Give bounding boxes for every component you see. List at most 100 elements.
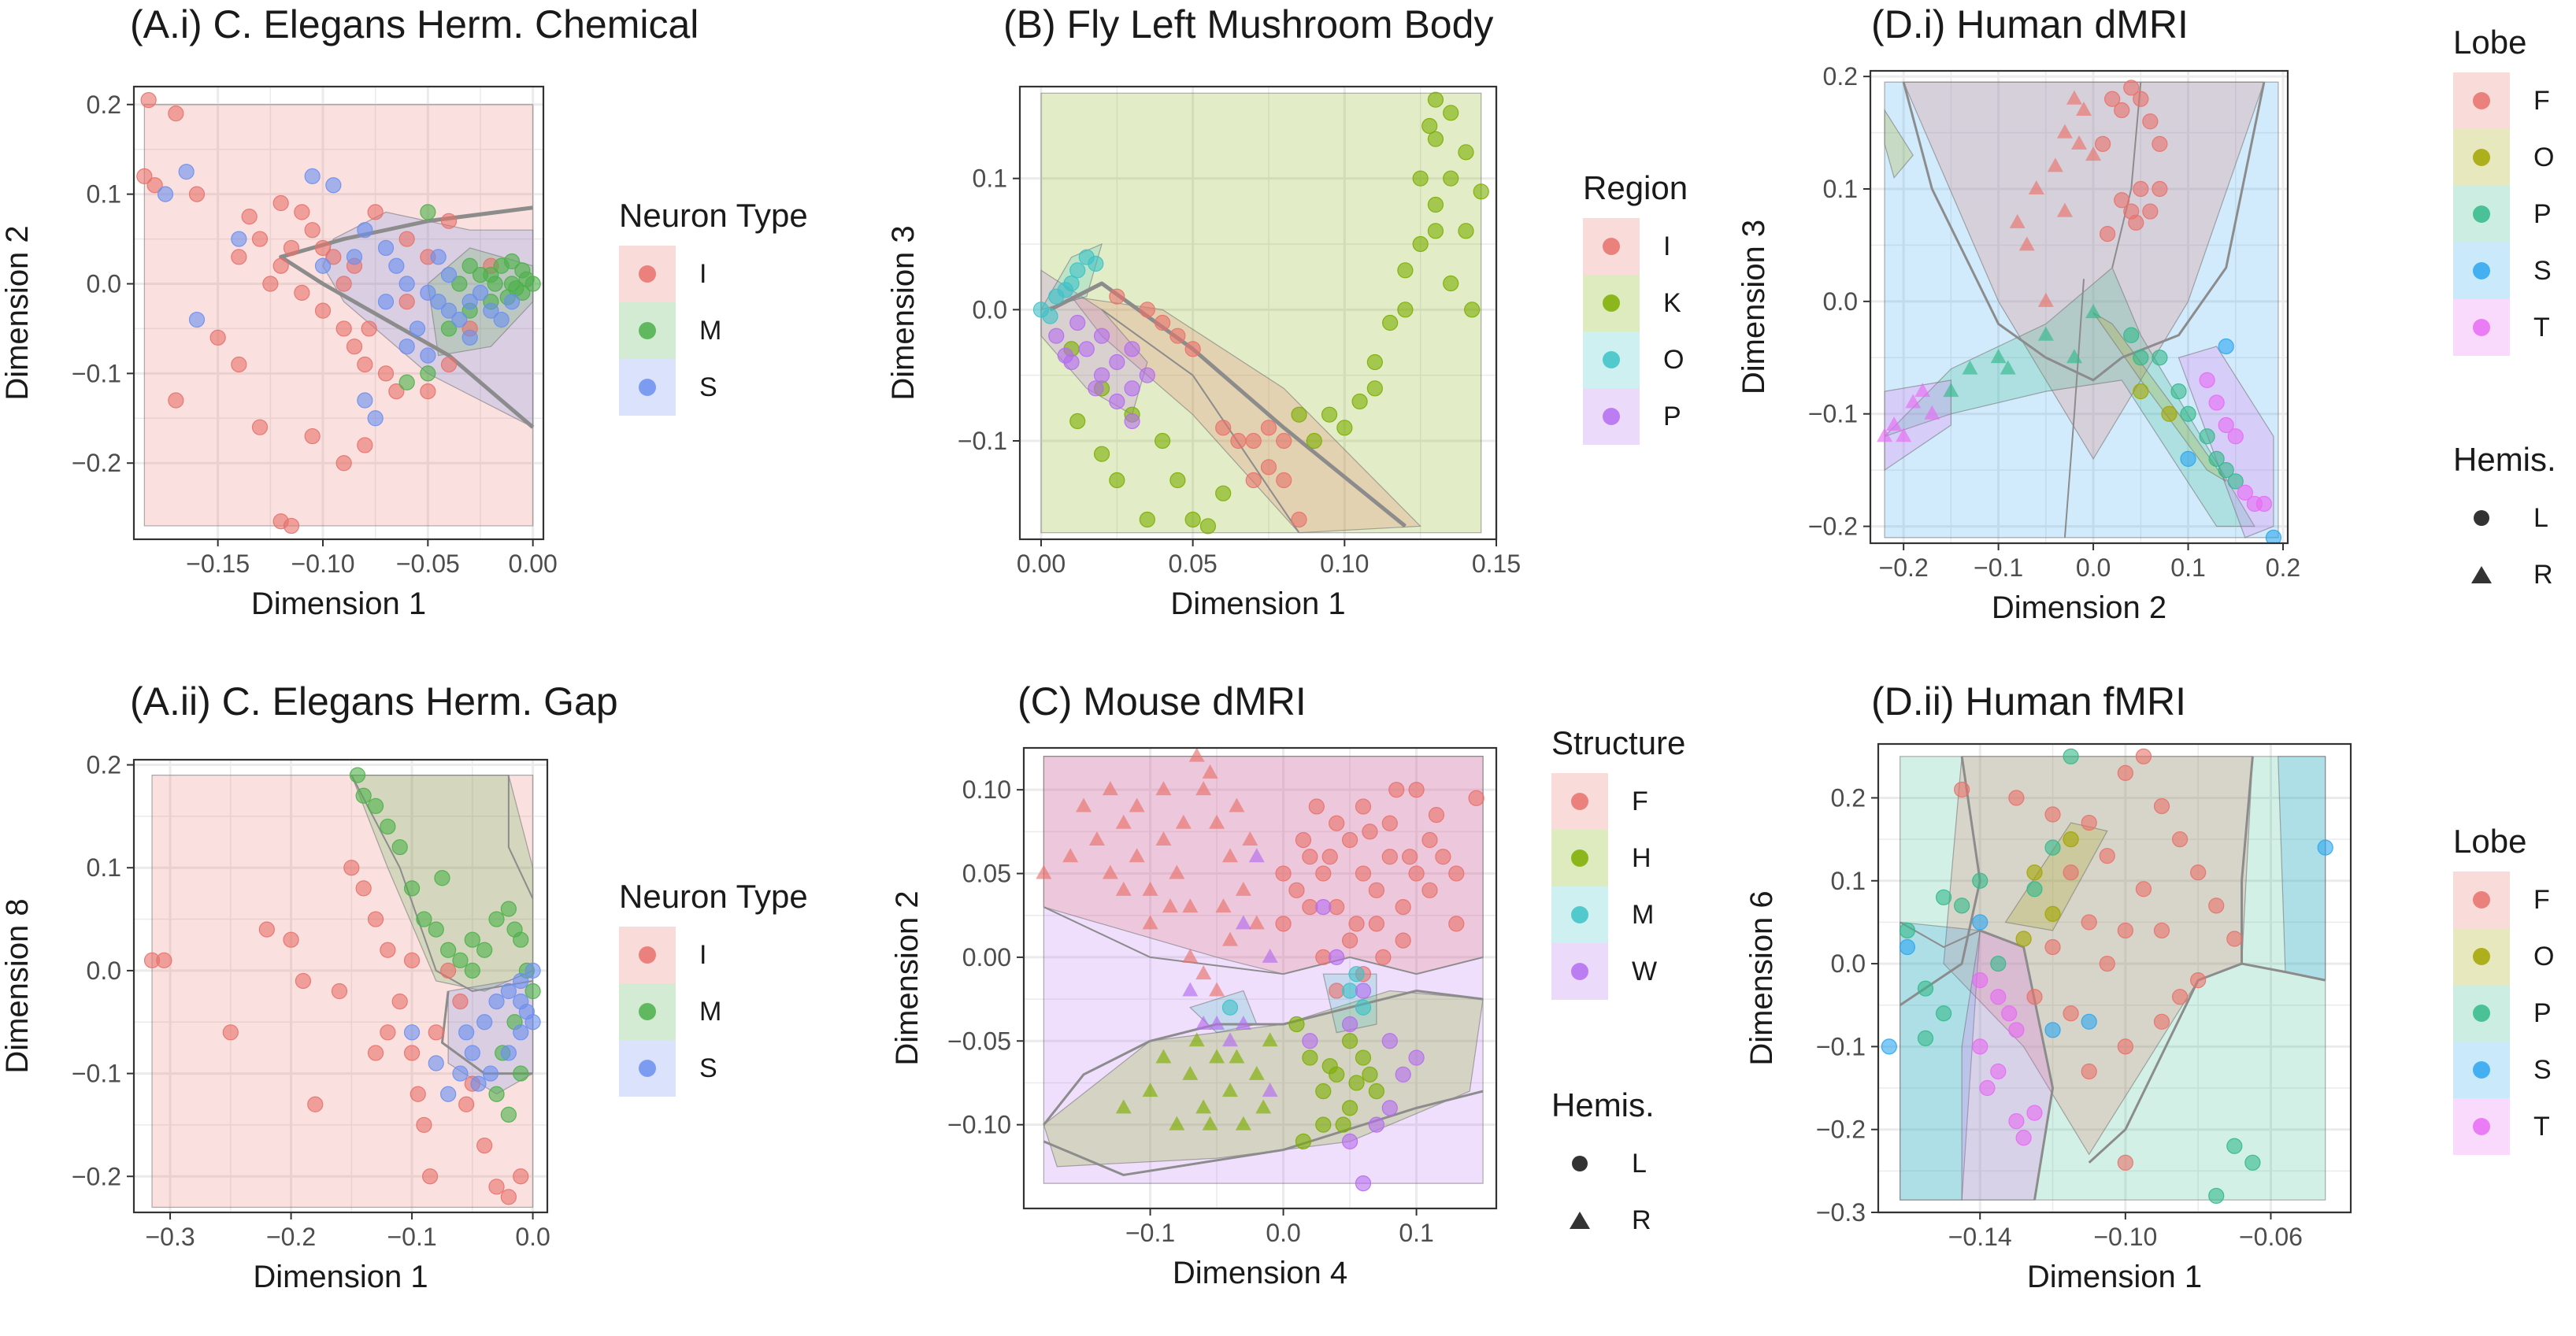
data-point — [2044, 806, 2061, 823]
data-point — [2081, 1013, 2097, 1030]
data-point — [398, 339, 415, 355]
data-point — [388, 383, 405, 400]
legend-title: Structure — [1551, 724, 1686, 761]
data-point — [1245, 432, 1262, 450]
legend-item: S — [2453, 1042, 2554, 1098]
legend-label: M — [1632, 899, 1655, 930]
legend-label: S — [2533, 1054, 2552, 1085]
legend-title: Neuron Type — [619, 878, 808, 915]
data-point — [1366, 353, 1383, 371]
data-point-triangle — [2066, 90, 2082, 105]
data-point — [483, 302, 499, 319]
data-point — [2063, 1005, 2079, 1022]
data-point — [500, 1045, 517, 1061]
data-point — [2133, 180, 2149, 198]
data-point — [367, 410, 384, 427]
data-point-triangle — [1155, 781, 1172, 796]
data-point-triangle — [1209, 814, 1225, 829]
data-point — [307, 1096, 324, 1112]
data-point-triangle — [1188, 1032, 1205, 1047]
data-point — [420, 284, 436, 301]
data-point — [2081, 914, 2097, 931]
data-point — [461, 257, 478, 274]
data-point — [410, 1086, 426, 1102]
panel-B: (B) Fly Left Mushroom Body 0.00 0.05 0.10 0… — [858, 0, 1725, 669]
data-point — [2227, 473, 2244, 490]
data-point-triangle — [1990, 349, 2007, 364]
data-point — [464, 1045, 480, 1061]
data-point — [295, 972, 312, 990]
data-point — [346, 339, 363, 355]
legend-label: M — [699, 996, 722, 1027]
data-point — [2123, 327, 2140, 343]
data-point — [420, 347, 436, 364]
data-point — [1375, 949, 1392, 966]
data-point — [2100, 226, 2116, 242]
data-point — [458, 1096, 475, 1112]
legend-swatch — [2473, 1005, 2490, 1022]
data-point — [1295, 1133, 1312, 1150]
data-point — [416, 911, 432, 927]
data-points — [1881, 748, 2333, 1205]
data-point-triangle — [1914, 383, 1931, 398]
data-point — [367, 798, 384, 814]
data-point — [464, 962, 480, 979]
data-point — [398, 276, 415, 292]
y-tick-label: −0.10 — [947, 1111, 1011, 1139]
data-point-triangle — [1235, 881, 1251, 896]
data-point — [1069, 413, 1086, 430]
data-point — [403, 952, 421, 968]
data-point — [380, 818, 396, 835]
data-point — [1458, 223, 1474, 239]
x-tick-label: −0.2 — [266, 1223, 316, 1251]
data-point-triangle — [1905, 394, 1922, 409]
data-point — [251, 419, 269, 435]
data-point-triangle — [1188, 748, 1205, 762]
legend-title: Region — [1583, 169, 1688, 206]
data-point — [2117, 922, 2133, 939]
legend-swatch — [2473, 891, 2490, 909]
x-axis-title: Dimension 2 — [1992, 590, 2166, 625]
legend-item: O — [1583, 331, 1688, 388]
legend-label: T — [2533, 312, 2550, 342]
legend-key — [1551, 830, 1608, 886]
data-point — [231, 249, 247, 265]
data-point — [1355, 865, 1372, 882]
data-point — [1169, 328, 1186, 344]
data-point-triangle — [1235, 1016, 1251, 1030]
data-point — [1381, 815, 1398, 831]
x-tick-label: 0.0 — [2076, 553, 2111, 582]
data-point — [1388, 782, 1405, 798]
legend-key — [1583, 388, 1640, 445]
data-point — [1395, 1066, 1411, 1082]
y-tick-label: 0.0 — [1823, 287, 1858, 316]
data-point — [2026, 864, 2043, 881]
data-point — [1427, 91, 1444, 108]
data-point — [367, 1045, 384, 1061]
y-tick-label: 0.1 — [87, 180, 121, 209]
data-point-triangle — [1221, 1032, 1238, 1047]
data-point — [1935, 1005, 1952, 1022]
data-point-triangle — [1115, 1099, 1132, 1114]
chart-title: (A.i) C. Elegans Herm. Chemical — [130, 2, 699, 46]
data-point-triangle — [1129, 798, 1145, 812]
region — [2004, 822, 2108, 931]
data-points — [1032, 91, 1489, 535]
boundary-line — [507, 775, 534, 899]
data-point-triangle — [1248, 915, 1265, 930]
data-point — [377, 239, 395, 257]
data-point-triangle — [1221, 931, 1238, 946]
data-point — [2026, 881, 2043, 897]
data-point — [398, 231, 415, 247]
plot-C: −0.1 0.0 0.1 −0.10 −0.05 0.00 0.05 0.10 Dimensio… — [890, 746, 1498, 1290]
y-tick-label: 0.0 — [87, 269, 121, 298]
legend-label: S — [699, 1053, 717, 1083]
legend-key — [619, 359, 676, 416]
plot-frame — [1022, 746, 1498, 1210]
legend-item: F — [2453, 72, 2554, 129]
data-point — [294, 284, 310, 301]
data-point — [2044, 839, 2061, 856]
data-point — [464, 931, 480, 948]
data-point — [1109, 353, 1125, 371]
legend-key — [1583, 275, 1640, 331]
